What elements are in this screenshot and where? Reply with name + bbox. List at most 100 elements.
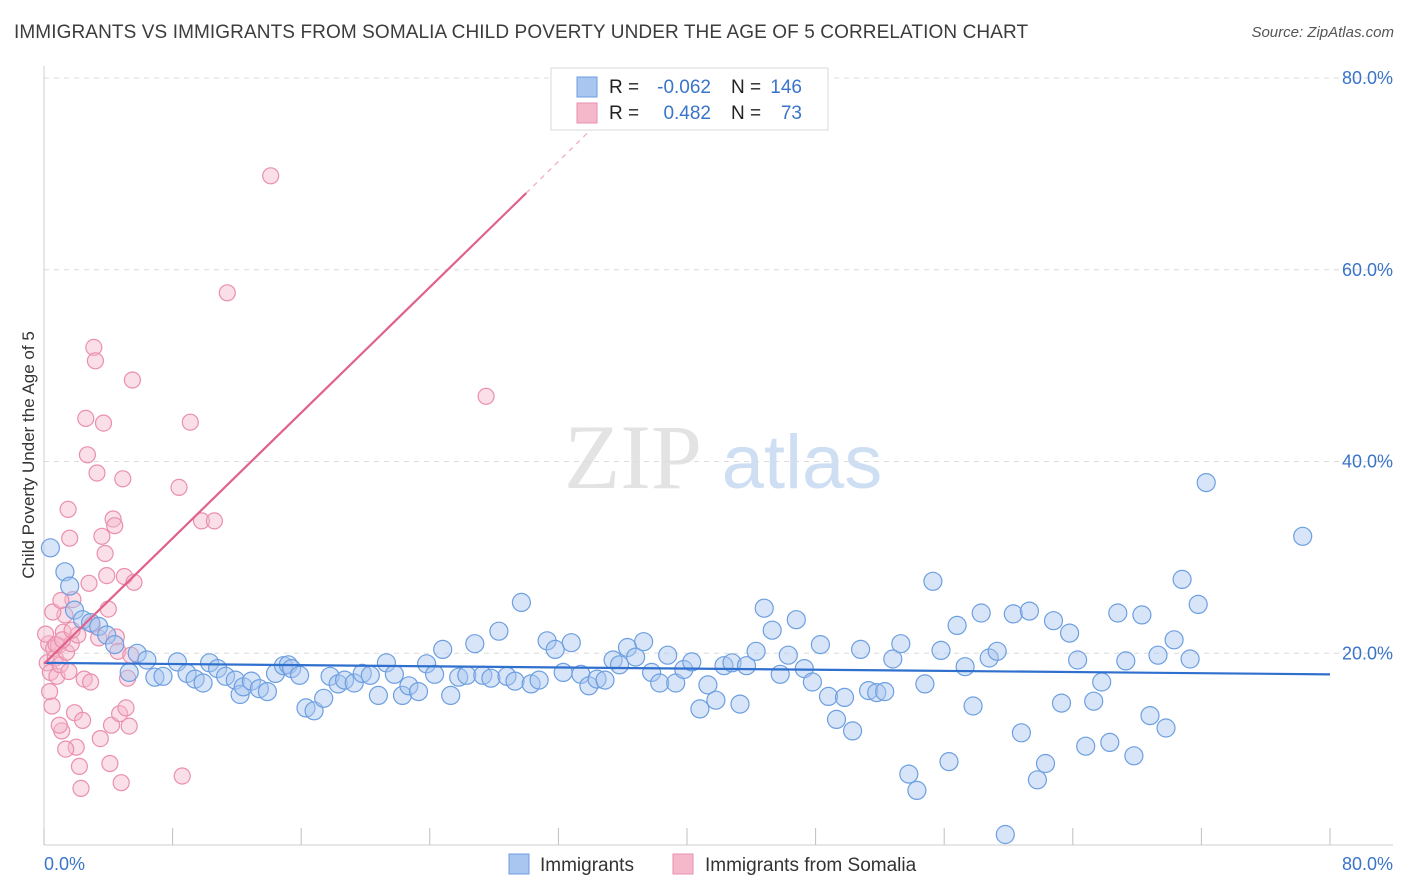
immigrant-point [1067, 650, 1088, 670]
immigrant-point [529, 670, 549, 690]
somalia-point [61, 529, 79, 547]
somalia-point [40, 682, 59, 701]
tick-labels: 20.0% 40.0% 60.0% 80.0% 0.0% 80.0% [44, 68, 1393, 874]
immigrant-point [399, 676, 419, 696]
immigrant-point [344, 673, 364, 693]
y-tick-label: 20.0% [1342, 643, 1393, 663]
somalia-point [107, 628, 125, 646]
immigrant-point [408, 681, 429, 702]
bottom-legend-somalia: Immigrants from Somalia [705, 855, 917, 876]
somalia-point [123, 371, 141, 389]
immigrant-point [105, 634, 125, 655]
immigrant-point [907, 780, 927, 801]
watermark-zip: ZIP [564, 406, 702, 508]
somalia-point [205, 512, 223, 530]
somalia-point [218, 284, 236, 302]
immigrant-point [682, 652, 702, 672]
immigrant-point [1019, 601, 1040, 621]
somalia-point [86, 352, 105, 370]
immigrant-point [417, 654, 437, 674]
legend-swatch-pink [576, 102, 598, 124]
immigrant-point [465, 634, 485, 654]
somalia-point [181, 413, 199, 431]
x-tick-label: 80.0% [1342, 854, 1393, 874]
somalia-point [104, 510, 122, 528]
immigrant-point [127, 643, 147, 663]
somalia-point [110, 705, 129, 723]
immigrant-point [1124, 746, 1144, 766]
somalia-point [117, 699, 135, 717]
somalia-point [109, 642, 127, 660]
bottom-legend-swatch-blue [508, 853, 530, 875]
immigrant-point [1156, 718, 1176, 738]
somalia-point [101, 754, 119, 773]
immigrant-point [511, 592, 532, 613]
y-tick-label: 40.0% [1342, 452, 1393, 472]
immigrant-point [1140, 705, 1160, 726]
immigrant-point [891, 634, 911, 654]
somalia-point [114, 470, 132, 488]
immigrant-point [40, 538, 61, 558]
legend-n-value-pink: 73 [781, 103, 802, 124]
immigrant-point [481, 668, 501, 688]
somalia-point [262, 167, 280, 185]
immigrant-point [1076, 736, 1096, 756]
immigrant-point [1172, 569, 1192, 590]
immigrants-trend-line [43, 661, 1331, 676]
immigrant-point [762, 620, 782, 640]
immigrant-point [376, 653, 396, 673]
immigrant-point [987, 641, 1007, 661]
immigrant-point [858, 680, 879, 701]
immigrant-point [587, 669, 607, 689]
immigrant-point [457, 665, 477, 685]
somalia-point [70, 757, 89, 776]
immigrant-point [609, 655, 630, 675]
somalia-point [67, 738, 85, 756]
immigrant-point [1164, 630, 1184, 650]
somalia-point [73, 711, 92, 730]
immigrant-point [778, 645, 798, 665]
somalia-point [477, 387, 495, 405]
immigrant-point [650, 673, 670, 693]
immigrant-point [193, 673, 213, 693]
y-tick-label: 80.0% [1342, 68, 1393, 88]
immigrant-point [55, 562, 75, 582]
immigrant-point [955, 657, 975, 677]
immigrant-point [995, 824, 1015, 845]
immigrant-point [290, 665, 310, 685]
immigrant-point [883, 649, 903, 669]
immigrant-point [368, 685, 388, 706]
somalia-point [170, 478, 188, 496]
y-axis-label: Child Poverty Under the Age of 5 [19, 331, 38, 579]
somalia-point [60, 662, 78, 681]
immigrant-point [931, 640, 951, 661]
immigrant-point [153, 666, 173, 686]
immigrant-point [625, 647, 646, 667]
legend-r-value-blue: -0.062 [657, 77, 711, 98]
immigrant-point [706, 690, 726, 710]
immigrant-point [1043, 611, 1064, 631]
somalia-point [120, 717, 138, 735]
somalia-point [72, 779, 90, 798]
immigrant-point [225, 670, 245, 690]
somalia-point [112, 774, 130, 792]
somalia-point [43, 697, 61, 715]
immigrant-point [754, 598, 774, 618]
immigrant-point [257, 681, 277, 702]
somalia-point [98, 566, 116, 585]
legend-n-label-pink: N = [731, 103, 761, 124]
immigrant-point [1003, 604, 1023, 624]
immigrant-point [1293, 526, 1313, 546]
bottom-legend-swatch-pink [672, 853, 694, 875]
immigrant-point [64, 600, 85, 620]
immigrant-point [145, 667, 165, 687]
immigrant-point [352, 663, 372, 684]
immigrant-point [1011, 723, 1032, 743]
immigrant-point [97, 625, 117, 645]
somalia-point [77, 409, 95, 427]
watermark-atlas: atlas [722, 420, 883, 505]
immigrant-point [241, 671, 261, 691]
immigrant-point [545, 639, 565, 660]
immigrant-point [1035, 753, 1056, 774]
